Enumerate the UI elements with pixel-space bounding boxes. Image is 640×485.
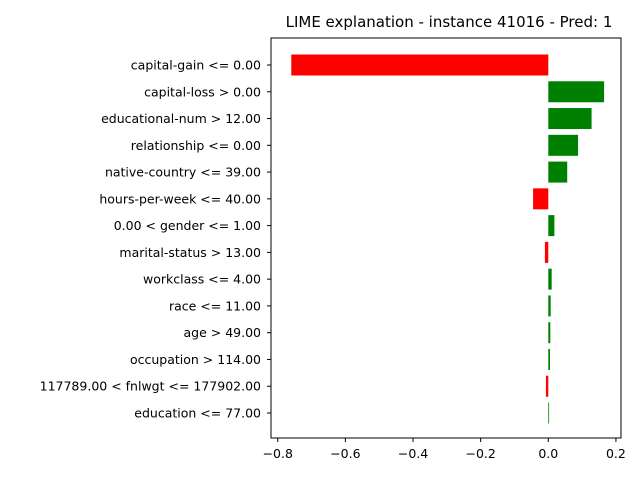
bar-2 [548,108,592,130]
y-tick-label: relationship <= 0.00 [131,138,261,153]
x-axis: −0.8 −0.6 −0.4 −0.2 0.0 0.2 [263,438,626,461]
y-tick-label: race <= 11.00 [169,298,261,313]
chart-title: LIME explanation - instance 41016 - Pred… [286,13,613,31]
bar-9 [548,295,551,317]
x-tick-label: −0.8 [263,446,293,461]
y-tick-labels: capital-gain <= 0.00 capital-loss > 0.00 e… [40,58,271,421]
bar-11 [548,348,550,370]
bar-3 [548,134,579,156]
y-tick-label: age > 49.00 [184,325,262,340]
y-tick-label: workclass <= 4.00 [143,272,261,287]
y-tick-label: marital-status > 13.00 [119,245,261,260]
bar-13 [548,402,550,424]
y-tick-label: occupation > 114.00 [130,352,261,367]
bar-10 [548,322,551,344]
y-tick-label: education <= 77.00 [134,406,261,421]
y-tick-label: hours-per-week <= 40.00 [99,191,261,206]
y-tick-label: native-country <= 39.00 [105,165,261,180]
plot-frame [270,37,622,439]
bars-layer [291,54,605,424]
bar-1 [548,81,605,103]
bar-0 [291,54,549,76]
x-tick-label: 0.2 [606,446,626,461]
y-tick-label: capital-loss > 0.00 [144,84,261,99]
y-tick-label: capital-gain <= 0.00 [131,58,261,73]
bar-8 [548,268,552,290]
bar-5 [533,188,549,210]
bar-6 [548,215,555,237]
bar-12 [545,375,549,397]
bar-7 [544,241,549,263]
x-tick-label: −0.6 [330,446,360,461]
y-tick-label: 117789.00 < fnlwgt <= 177902.00 [40,379,261,394]
x-tick-label: 0.0 [538,446,558,461]
bar-4 [548,161,568,183]
y-tick-label: educational-num > 12.00 [101,111,261,126]
x-tick-label: −0.4 [398,446,428,461]
y-tick-label: 0.00 < gender <= 1.00 [114,218,261,233]
x-tick-label: −0.2 [465,446,495,461]
